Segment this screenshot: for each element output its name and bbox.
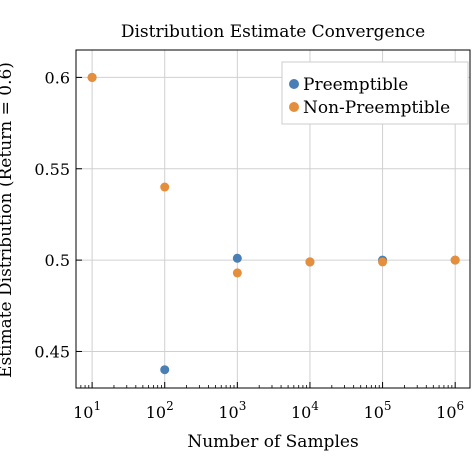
point-preemptible <box>232 253 242 263</box>
legend-box <box>281 61 469 125</box>
y-tick-label: 0.5 <box>45 251 70 270</box>
x-tick-label: 102 <box>146 399 174 422</box>
legend-marker-non-preemptible <box>289 102 299 112</box>
chart-title: Distribution Estimate Convergence <box>121 22 425 42</box>
point-non-preemptible <box>378 257 388 267</box>
point-non-preemptible <box>160 182 170 192</box>
y-tick-label: 0.55 <box>34 160 70 179</box>
y-tick-label: 0.45 <box>34 342 70 361</box>
legend: Preemptible Non-Preemptible <box>281 61 469 125</box>
x-tick-label: 103 <box>218 399 246 422</box>
legend-label-non-preemptible: Non-Preemptible <box>303 98 450 118</box>
point-non-preemptible <box>305 257 315 267</box>
x-axis-label: Number of Samples <box>187 432 358 452</box>
x-tick-label: 101 <box>73 399 101 422</box>
x-tick-label: 105 <box>364 399 392 422</box>
legend-label-preemptible: Preemptible <box>303 75 408 95</box>
point-preemptible <box>160 365 170 375</box>
axis-ticks: 101 102 103 104 105 106 0.45 0.5 0.55 0.6 <box>34 68 464 422</box>
x-tick-label: 104 <box>291 399 319 422</box>
data-points <box>87 72 460 375</box>
plot-area <box>75 49 471 389</box>
y-axis-label: Estimate Distribution (Return = 0.6) <box>0 62 16 378</box>
x-tick-label: 106 <box>436 399 464 422</box>
point-non-preemptible <box>450 255 460 265</box>
point-non-preemptible <box>87 72 97 82</box>
legend-marker-preemptible <box>289 79 299 89</box>
y-tick-label: 0.6 <box>45 68 70 87</box>
point-non-preemptible <box>232 268 242 278</box>
